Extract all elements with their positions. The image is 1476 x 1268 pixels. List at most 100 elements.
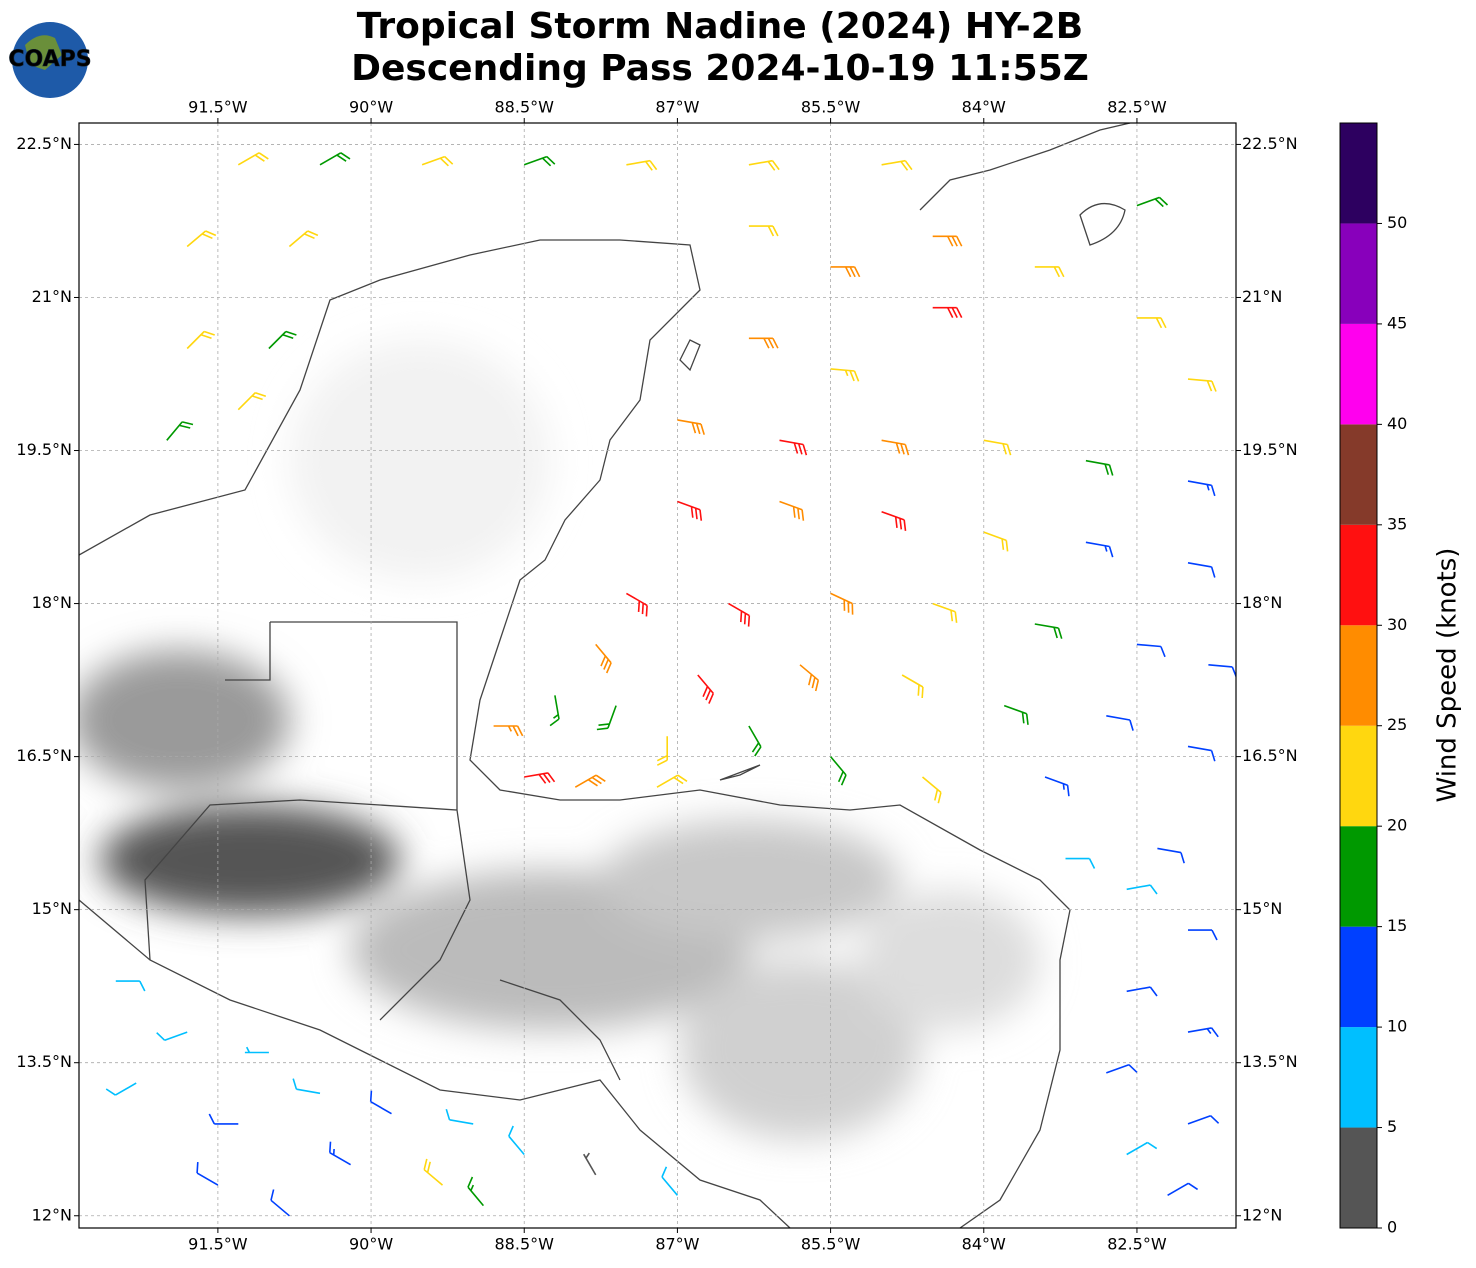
colorbar-tick-label: 45 bbox=[1387, 313, 1407, 332]
colorbar-tick-label: 40 bbox=[1387, 414, 1407, 433]
wind-barb bbox=[677, 500, 703, 521]
wind-barb bbox=[932, 602, 958, 623]
y-tick-label: 21°N bbox=[32, 287, 72, 306]
y-tick-label: 15°N bbox=[1242, 899, 1282, 918]
wind-barb bbox=[115, 980, 146, 992]
wind-barb bbox=[748, 159, 780, 171]
colorbar-bin bbox=[1340, 123, 1377, 224]
colorbar-bin bbox=[1340, 1027, 1377, 1128]
wind-barb bbox=[983, 531, 1009, 552]
colorbar-label: Wind Speed (knots) bbox=[1433, 548, 1463, 803]
wind-barb bbox=[656, 774, 688, 788]
wind-barb bbox=[596, 705, 617, 731]
logo-text: COAPS bbox=[8, 47, 91, 72]
colorbar-tick-label: 30 bbox=[1387, 615, 1407, 634]
y-tick-label: 16.5°N bbox=[16, 746, 72, 765]
wind-barb bbox=[508, 1125, 525, 1156]
colorbar: 0 5 10 15 20 25 30 35 40 45 50 bbox=[1339, 122, 1407, 1237]
wind-barb bbox=[583, 1152, 597, 1176]
wind-barb bbox=[932, 235, 963, 247]
colorbar-bin bbox=[1340, 826, 1377, 927]
wind-barb bbox=[661, 1166, 679, 1196]
wind-barb bbox=[421, 155, 454, 167]
wind-barb bbox=[268, 330, 297, 350]
wind-barb bbox=[1187, 480, 1216, 497]
wind-barb bbox=[244, 1046, 269, 1054]
wind-barb bbox=[523, 155, 556, 167]
wind-barb bbox=[166, 421, 194, 441]
wind-barb bbox=[574, 774, 606, 788]
wind-barb bbox=[237, 152, 269, 166]
wind-barb bbox=[196, 1162, 219, 1186]
x-tick-label: 85.5°W bbox=[801, 98, 861, 117]
colorbar-tick-label: 35 bbox=[1387, 514, 1407, 533]
y-tick-label: 22.5°N bbox=[1242, 134, 1298, 153]
wind-barb bbox=[1085, 541, 1114, 558]
x-tick-label: 84°W bbox=[962, 1235, 1006, 1254]
wind-barb bbox=[186, 330, 215, 350]
y-tick-label: 13.5°N bbox=[1242, 1052, 1298, 1071]
wind-barb bbox=[901, 674, 924, 699]
colorbar-frame bbox=[1339, 122, 1378, 1229]
y-tick-label: 12°N bbox=[1242, 1205, 1282, 1224]
coastline bbox=[79, 239, 1071, 1228]
colorbar-bin bbox=[1340, 424, 1377, 525]
y-tick-label: 16.5°N bbox=[1242, 746, 1298, 765]
colorbar-tick-label: 50 bbox=[1387, 213, 1407, 232]
y-tick-label: 18°N bbox=[32, 593, 72, 612]
x-tick-label: 90°W bbox=[349, 1235, 393, 1254]
wind-barb bbox=[1126, 884, 1158, 895]
x-tick-label: 82.5°W bbox=[1107, 98, 1167, 117]
wind-barb bbox=[1034, 623, 1063, 639]
colorbar-bin bbox=[1340, 1127, 1377, 1228]
wind-barb bbox=[1126, 1141, 1158, 1156]
map-frame bbox=[78, 122, 1237, 1229]
x-tick-label: 85.5°W bbox=[801, 1235, 861, 1254]
wind-barb bbox=[830, 592, 854, 615]
colorbar-tick-label: 0 bbox=[1387, 1218, 1397, 1237]
colorbar-tick-label: 20 bbox=[1387, 816, 1407, 835]
barbs bbox=[105, 152, 1236, 1217]
x-tick-label: 88.5°W bbox=[495, 98, 555, 117]
wind-barb bbox=[1187, 1114, 1220, 1125]
x-tick-label: 90°W bbox=[349, 98, 393, 117]
x-tick-label: 91.5°W bbox=[188, 1235, 248, 1254]
colorbar-tick-label: 25 bbox=[1387, 715, 1407, 734]
wind-barb bbox=[1106, 715, 1134, 731]
wind-barb bbox=[549, 695, 560, 727]
logo-land bbox=[25, 35, 62, 70]
y-tick-label: 18°N bbox=[1242, 593, 1282, 612]
x-tick-label: 87°W bbox=[655, 1235, 699, 1254]
map-background bbox=[79, 123, 1236, 1228]
wind-barb bbox=[445, 1108, 474, 1125]
wind-barb bbox=[1034, 266, 1065, 278]
wind-barb bbox=[1187, 745, 1216, 762]
x-tick-label: 87°W bbox=[655, 98, 699, 117]
wind-barb bbox=[1187, 562, 1216, 578]
colorbar-tick-label: 15 bbox=[1387, 916, 1407, 935]
colorbar-tick-label: 10 bbox=[1387, 1017, 1407, 1036]
wind-barb bbox=[983, 439, 1012, 456]
wind-barb bbox=[829, 756, 847, 786]
wind-barb bbox=[186, 230, 217, 248]
coastline bbox=[679, 339, 761, 781]
wind-barb bbox=[1187, 1027, 1219, 1038]
wind-barb bbox=[779, 500, 805, 521]
wind-barb bbox=[799, 664, 820, 692]
coastline bbox=[79, 899, 791, 1228]
x-tick-label: 84°W bbox=[962, 98, 1006, 117]
ocean bbox=[79, 123, 1236, 1228]
wind-barb bbox=[1065, 857, 1096, 869]
colorbar-bin bbox=[1340, 524, 1377, 626]
wind-barb bbox=[319, 152, 351, 166]
wind-barb bbox=[881, 159, 913, 171]
wind-barb bbox=[1136, 643, 1166, 658]
wind-barb bbox=[921, 776, 942, 804]
wind-barb bbox=[1187, 378, 1217, 392]
y-tick-label: 13.5°N bbox=[16, 1052, 72, 1071]
colorbar-tick-label: 5 bbox=[1387, 1117, 1397, 1136]
wind-barb bbox=[423, 1158, 444, 1186]
wind-barb bbox=[208, 1113, 239, 1125]
wind-barb bbox=[748, 337, 779, 349]
